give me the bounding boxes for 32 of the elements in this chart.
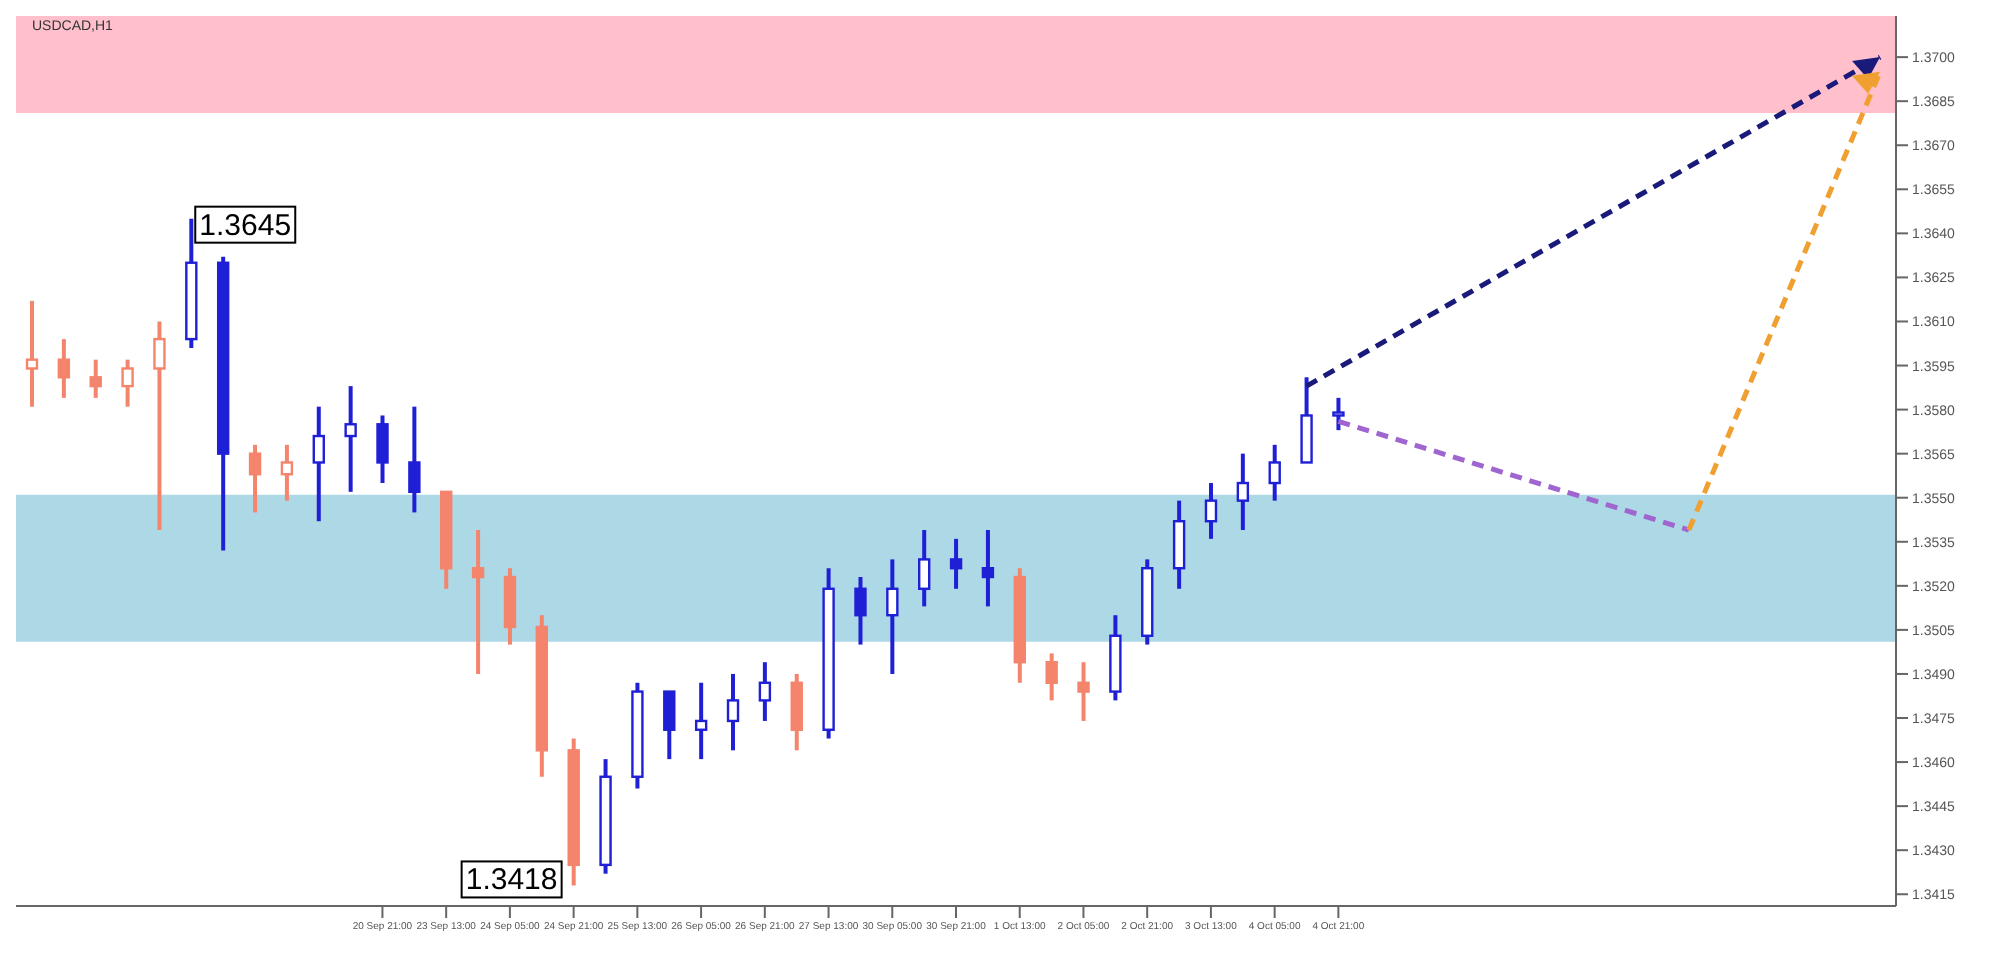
candlestick [25, 298, 39, 409]
candlestick [726, 671, 740, 753]
candlestick [918, 528, 931, 609]
candlestick [344, 384, 357, 494]
annotation: 1.3418 [465, 863, 558, 898]
candlestick [1045, 651, 1058, 703]
candlestick [854, 575, 867, 647]
candlestick [153, 319, 166, 533]
candlestick [694, 680, 708, 762]
annotation: 1.3645 [199, 208, 292, 243]
candlestick [981, 528, 995, 609]
candlestick [89, 357, 102, 400]
candlestick [1172, 498, 1186, 591]
candlestick [758, 660, 772, 723]
candlestick [57, 337, 71, 400]
candlestick [886, 557, 899, 676]
candlestick [1236, 451, 1250, 533]
candlestick [471, 528, 485, 676]
candlestick [1300, 375, 1313, 465]
candlestick [376, 413, 389, 486]
candlestick [121, 357, 134, 409]
candlestick [1268, 442, 1281, 503]
candlestick [280, 442, 294, 503]
candlestick [949, 536, 963, 591]
candlestick [663, 689, 676, 762]
candlestick [408, 404, 421, 515]
candlestick [1204, 481, 1218, 541]
candlestick [248, 442, 262, 515]
candlestick [312, 404, 325, 524]
candlestick [1077, 660, 1090, 723]
candlestick [1332, 395, 1345, 433]
candlestick [790, 671, 803, 753]
